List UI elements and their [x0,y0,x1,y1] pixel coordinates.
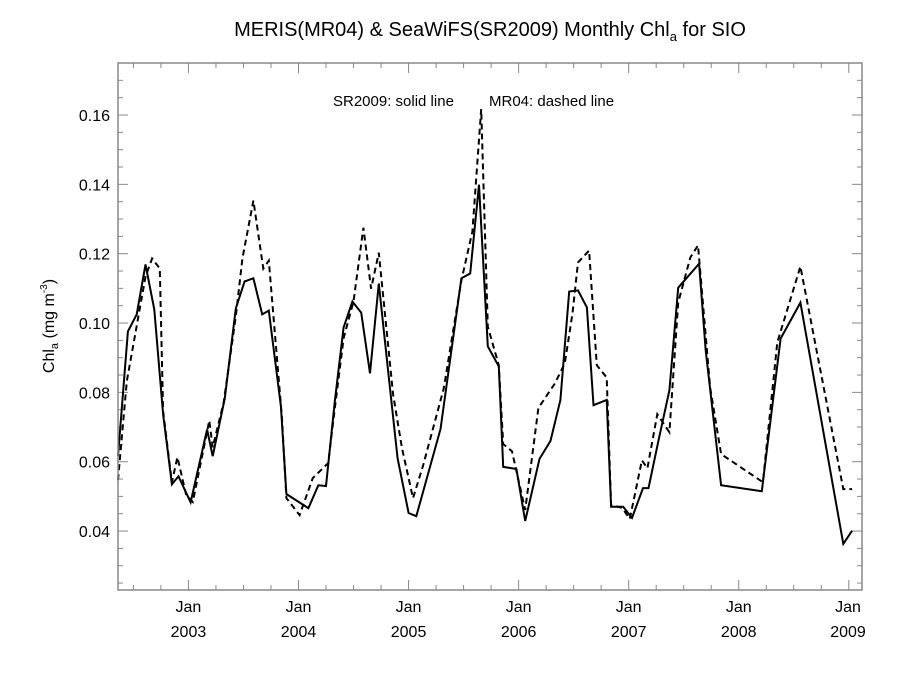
x-tick-label-month: Jan [835,599,861,616]
x-tick-label-year: 2006 [501,624,537,641]
series-line-sr2009 [117,184,853,547]
x-tick-label-month: Jan [726,599,752,616]
x-tick-label-year: 2005 [391,624,427,641]
series-group [117,109,853,547]
y-axis-label-close: ) [41,279,58,284]
x-tick-label-year: 2008 [721,624,757,641]
x-tick-label-month: Jan [176,599,202,616]
y-tick-label: 0.04 [79,524,110,541]
y-tick-label: 0.10 [79,316,110,333]
x-tick-labels: Jan 2003 Jan 2004 Jan 2005 Jan 2006 Jan 2007 Jan 20… [171,599,866,641]
y-tick-labels: 0.04 0.06 0.08 0.10 0.12 0.14 0.16 [79,108,110,541]
axis-ticks [118,62,862,590]
x-tick-label-year: 2007 [611,624,647,641]
y-axis-label-superscript: -3 [39,284,50,293]
y-axis-label: Chla (mg m-3) [39,279,61,373]
x-tick-label-month: Jan [396,599,422,616]
x-tick-label-month: Jan [506,599,532,616]
x-tick-label-month: Jan [616,599,642,616]
chart-title: MERIS(MR04) & SeaWiFS(SR2009) Monthly Ch… [234,19,746,44]
plot-frame [117,62,863,591]
chart-title-subscript: a [670,29,678,44]
annotation-solid: SR2009: solid line [333,93,454,110]
y-axis-label-subscript: a [49,342,61,349]
chart-title-main: MERIS(MR04) & SeaWiFS(SR2009) Monthly Ch… [234,19,670,41]
series-line-mr04 [117,109,853,522]
x-tick-label-year: 2009 [830,624,866,641]
y-axis-label-text: Chla (mg m-3) [39,279,61,373]
y-axis-label-main: Chl [41,349,58,373]
y-tick-label: 0.16 [79,108,110,125]
chart-title-tail: for SIO [677,19,746,41]
y-tick-label: 0.08 [79,385,110,402]
y-tick-label: 0.14 [79,177,110,194]
y-tick-label: 0.12 [79,247,110,264]
annotation-dashed: MR04: dashed line [489,93,614,110]
x-tick-label-month: Jan [286,599,312,616]
y-axis-label-units: (mg m [41,293,58,343]
y-tick-label: 0.06 [79,455,110,472]
x-tick-label-year: 2004 [281,624,317,641]
x-tick-label-year: 2003 [171,624,207,641]
